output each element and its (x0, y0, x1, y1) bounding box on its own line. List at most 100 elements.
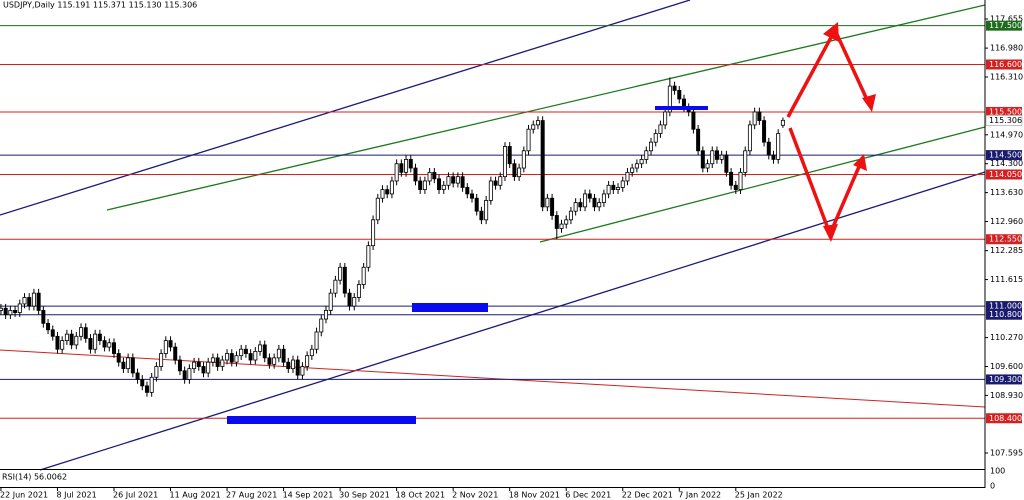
candle-body (691, 111, 696, 130)
level-label-box (986, 234, 1022, 245)
candle-body (766, 141, 771, 156)
candle-body (262, 344, 267, 359)
candle-body (460, 176, 465, 188)
level-label: 109.300 (989, 375, 1022, 384)
level-label-box (986, 169, 1022, 180)
candle-body (60, 340, 65, 350)
candle-body (173, 346, 178, 361)
candle-body (27, 297, 32, 307)
level-label-box (986, 59, 1022, 70)
candle-body (437, 178, 442, 191)
candle-body (738, 171, 743, 191)
levels (0, 25, 985, 419)
candle-body (239, 348, 244, 357)
level-label-box (986, 309, 1022, 320)
level-label: 115.500 (989, 107, 1022, 116)
level-label: 112.550 (989, 235, 1022, 244)
arrow-head (853, 154, 867, 171)
level-label-box (986, 301, 1022, 312)
candle-body (526, 128, 531, 152)
candle-body (517, 167, 522, 178)
candle-body (300, 366, 305, 376)
x-tick-label: 22 Jun 2021 (0, 491, 48, 500)
level-label: 117.500 (989, 21, 1022, 30)
candle-body (356, 284, 361, 298)
candle-body (13, 310, 18, 313)
level-label: 114.050 (989, 170, 1022, 179)
candle-body (243, 348, 248, 354)
candle-body (394, 163, 399, 182)
candle-body (630, 167, 635, 173)
candle-body (389, 180, 394, 195)
candle-body (36, 292, 41, 311)
candle-body (97, 333, 102, 342)
candle-body (248, 353, 253, 361)
x-tick-label: 27 Aug 2021 (226, 491, 277, 500)
candle-body (107, 342, 112, 348)
trend-line (0, 0, 691, 216)
chart-title: USDJPY,Daily 115.191 115.371 115.130 115… (3, 1, 197, 10)
candle-body (102, 340, 107, 348)
candle-body (587, 193, 592, 199)
candle-body (649, 141, 654, 152)
candle-body (328, 292, 333, 311)
y-tick-label: 116.980 (990, 44, 1023, 53)
trend-line (39, 171, 986, 471)
candle-body (55, 335, 60, 350)
candle-body (601, 193, 606, 203)
x-tick-label: 22 Dec 2021 (622, 491, 673, 500)
candle-body (667, 85, 672, 113)
candle-body (639, 159, 644, 165)
candle-body (404, 159, 409, 173)
y-tick-label: 114.300 (990, 159, 1023, 168)
candle-body (286, 361, 291, 370)
level-label-box (986, 150, 1022, 161)
candle-body (225, 353, 230, 361)
candle-body (309, 348, 314, 357)
candle-body (196, 361, 201, 367)
y-tick-label: 116.310 (990, 73, 1023, 82)
candle-body (276, 348, 281, 359)
candle-body (0, 307, 3, 311)
candle-body (375, 197, 380, 221)
y-tick-label: 111.615 (990, 275, 1023, 284)
candle-body (130, 357, 135, 374)
candle-body (323, 310, 328, 320)
candle-body (705, 163, 710, 169)
candle-body (554, 215, 559, 229)
candle-body (776, 133, 781, 160)
zone-box (655, 106, 708, 110)
candle-body (441, 184, 446, 191)
candle-body (314, 331, 319, 350)
x-tick-label: 18 Oct 2021 (396, 491, 445, 500)
candle-body (366, 245, 371, 268)
candle-body (559, 223, 564, 229)
candle-body (79, 327, 84, 337)
candle-body (22, 297, 27, 305)
candle-body (488, 180, 493, 201)
candle-body (17, 303, 22, 313)
candle-body (644, 150, 649, 160)
candle-body (422, 180, 427, 191)
trend-line (0, 349, 986, 408)
candle-body (267, 357, 272, 365)
candle-body (545, 197, 550, 208)
candle-body (140, 379, 145, 387)
candle-body (540, 120, 545, 208)
candle-body (568, 210, 573, 221)
candle-body (135, 372, 140, 380)
candle-body (69, 333, 74, 346)
y-tick-label: 107.595 (990, 448, 1023, 457)
candle-body (121, 361, 126, 370)
candle-body (163, 340, 168, 354)
y-tick-label: 109.600 (990, 362, 1023, 371)
level-label-box (986, 413, 1022, 424)
candle-body (451, 176, 456, 184)
candle-body (724, 154, 729, 173)
candle-body (64, 333, 69, 342)
candle-body (521, 150, 526, 169)
indicator-tick-label: 0 (990, 482, 995, 491)
candle-body (747, 124, 752, 152)
candle-body (714, 150, 719, 160)
level-label: 108.400 (989, 414, 1022, 423)
